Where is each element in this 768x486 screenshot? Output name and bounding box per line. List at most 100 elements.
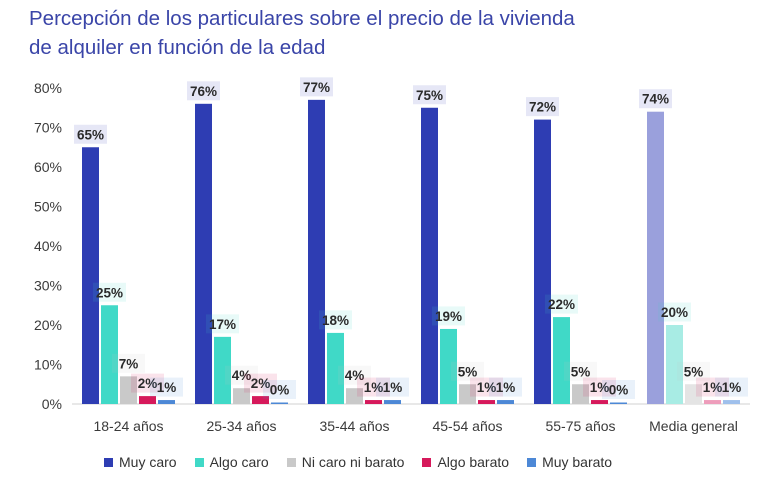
bar-chart: 0% 10% 20% 30% 40% 50% 60% 70% 80% 18-24 años 25-3… (34, 77, 750, 434)
data-label: 18% (322, 313, 349, 328)
legend-item: Muy caro (104, 454, 177, 470)
data-label: 65% (77, 127, 104, 142)
legend-label: Muy caro (119, 454, 177, 470)
y-tick-label: 30% (34, 278, 62, 294)
y-tick-label: 50% (34, 199, 62, 215)
data-label: 4% (232, 368, 252, 383)
data-label: 5% (571, 364, 591, 379)
data-label-box (263, 380, 296, 399)
bar (572, 384, 589, 404)
data-label: 19% (435, 309, 462, 324)
y-tick-label: 0% (42, 396, 62, 412)
data-label: 1% (477, 380, 497, 395)
data-label-box (564, 361, 597, 381)
data-label-box (696, 377, 729, 397)
data-label-box (74, 124, 107, 144)
data-label-box (677, 361, 710, 381)
bar (101, 305, 118, 404)
legend-item: Algo barato (422, 454, 509, 470)
data-label: 17% (209, 317, 236, 332)
data-label: 22% (548, 297, 575, 312)
bar (139, 396, 156, 404)
data-label-box (602, 380, 635, 399)
bar (158, 400, 175, 404)
data-label: 72% (529, 100, 556, 115)
y-tick-label: 40% (34, 238, 62, 254)
data-label: 1% (364, 380, 384, 395)
data-label: 2% (251, 376, 271, 391)
bar (82, 147, 99, 404)
x-tick-label: 25-34 años (206, 418, 276, 434)
data-label: 1% (383, 380, 403, 395)
data-label-box (319, 310, 352, 330)
data-label: 0% (609, 383, 629, 398)
data-label: 1% (157, 380, 177, 395)
data-label-box (357, 377, 390, 397)
x-tick-label: 45-54 años (432, 418, 502, 434)
data-label-box (150, 377, 183, 397)
data-label-box (376, 377, 409, 397)
bar (685, 384, 702, 404)
bar (440, 328, 457, 404)
data-label-box (526, 97, 559, 117)
chart-title: Percepción de los particulares sobre el … (29, 7, 575, 59)
data-label-box (470, 377, 503, 397)
bar (308, 99, 325, 404)
x-tick-label: Media general (649, 418, 738, 434)
data-label-box (489, 377, 522, 397)
data-label-box (225, 365, 258, 385)
bar (252, 396, 269, 404)
data-label: 4% (345, 368, 365, 383)
bar (704, 400, 721, 404)
bar (120, 376, 137, 404)
bar (497, 400, 514, 404)
bar (365, 400, 382, 404)
bar (346, 388, 363, 404)
bar (195, 103, 212, 405)
y-tick-label: 20% (34, 317, 62, 333)
data-label: 5% (684, 364, 704, 379)
data-label-box (413, 85, 446, 105)
data-label-box (658, 302, 691, 322)
bar (723, 400, 740, 404)
data-label-box (112, 353, 145, 373)
data-label: 0% (270, 383, 290, 398)
legend-swatch (194, 457, 204, 467)
bar (610, 402, 627, 404)
data-label-box (451, 361, 484, 381)
x-tick-label: 55-75 años (545, 418, 615, 434)
bar (478, 400, 495, 404)
bar (233, 388, 250, 404)
legend-swatch (286, 457, 296, 467)
data-label: 1% (496, 380, 516, 395)
data-label: 1% (590, 380, 610, 395)
bar (214, 336, 231, 404)
data-label: 7% (119, 356, 139, 371)
bar (534, 119, 551, 404)
bar (591, 400, 608, 404)
data-label: 75% (416, 88, 443, 103)
data-label-box (639, 89, 672, 109)
legend-swatch (104, 457, 113, 467)
legend-item: Ni caro ni barato (286, 454, 404, 470)
data-label-box (131, 373, 164, 393)
bar (327, 332, 344, 404)
bar (384, 400, 401, 404)
data-label: 76% (190, 84, 217, 99)
bar (459, 384, 476, 404)
data-label-box (583, 377, 616, 397)
bar (647, 111, 664, 404)
legend-label: Algo caro (209, 454, 269, 470)
legend-swatch (527, 457, 537, 467)
bar (666, 325, 683, 404)
y-tick-label: 10% (34, 357, 62, 373)
legend-item: Algo caro (194, 454, 269, 470)
data-label-box (93, 282, 126, 302)
legend-label: Algo barato (437, 454, 510, 470)
legend-label: Muy barato (542, 454, 613, 470)
legend-item: Muy barato (527, 454, 612, 470)
data-label: 1% (722, 380, 742, 395)
y-tick-label: 70% (34, 120, 62, 136)
chart-legend: Muy caro Algo caro Ni caro ni barato Alg… (104, 454, 630, 470)
data-label: 74% (642, 92, 669, 107)
